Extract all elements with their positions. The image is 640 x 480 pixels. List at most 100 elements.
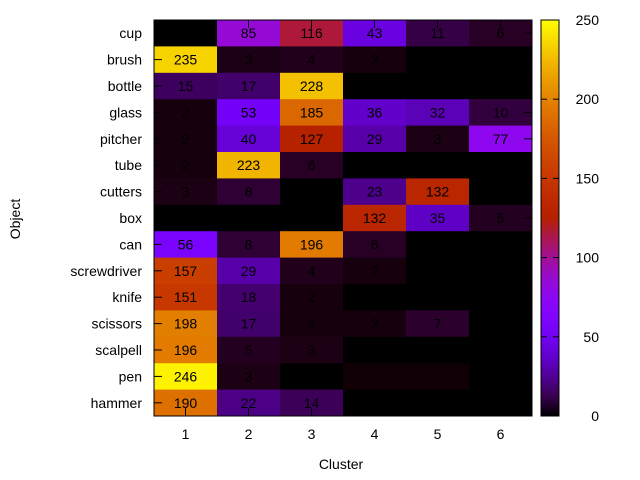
heatmap-cell — [343, 257, 407, 285]
colorbar — [540, 19, 560, 417]
heatmap-cell — [280, 231, 344, 258]
y-tick-label: scalpell — [95, 342, 142, 358]
cell-value-label: 43 — [367, 25, 383, 41]
heatmap-cell — [469, 204, 533, 232]
heatmap-cell — [406, 99, 470, 126]
cell-value-label: 3 — [182, 184, 190, 200]
cell-value-label: 32 — [430, 104, 446, 120]
heatmap-cell — [469, 363, 533, 390]
cell-value-label: 8 — [245, 184, 253, 200]
heatmap-cell — [469, 310, 533, 338]
cell-value-label: 127 — [300, 131, 324, 147]
heatmap-cell — [469, 178, 533, 206]
x-tick-label: 6 — [497, 426, 505, 442]
heatmap-cell — [280, 204, 344, 232]
heatmap-cell — [154, 178, 218, 206]
heatmap-cell — [217, 231, 281, 258]
cell-value-label: 185 — [300, 104, 324, 120]
colorbar-tick-label: 0 — [591, 408, 599, 424]
cell-value-label: 2 — [371, 52, 379, 68]
y-tick-label: can — [119, 236, 142, 252]
cell-value-label: 22 — [241, 395, 257, 411]
heatmap-cell — [469, 336, 533, 364]
x-tick-label: 2 — [245, 426, 253, 442]
heatmap-cell — [217, 178, 281, 206]
cell-value-label: 15 — [178, 78, 194, 94]
heatmap-cell — [469, 46, 533, 74]
heatmap-cell — [469, 257, 533, 285]
heatmap-cell — [280, 257, 344, 285]
heatmap-cell — [406, 178, 470, 206]
cell-value-label: 116 — [300, 25, 323, 41]
heatmap-cell — [217, 310, 281, 338]
cell-value-label: 2 — [182, 157, 190, 173]
cell-value-label: 3 — [308, 342, 316, 358]
heatmap-cell — [406, 204, 470, 232]
cell-value-label: 29 — [241, 263, 257, 279]
cell-value-label: 77 — [493, 131, 509, 147]
y-tick-label: bottle — [108, 78, 142, 94]
x-tick-label: 5 — [434, 426, 442, 442]
cell-value-label: 3 — [245, 368, 253, 384]
heatmap-cell — [217, 46, 281, 74]
cell-value-label: 132 — [426, 184, 450, 200]
cell-value-label: 17 — [241, 78, 257, 94]
heatmap-cell — [406, 46, 470, 74]
cell-value-label: 198 — [174, 316, 198, 332]
heatmap-cell — [343, 336, 407, 364]
heatmap-cells — [154, 20, 533, 417]
heatmap-cell — [217, 363, 281, 390]
heatmap-cell — [280, 152, 344, 179]
cell-value-label: 14 — [304, 395, 320, 411]
cell-value-label: 151 — [174, 289, 198, 305]
heatmap-cell — [343, 231, 407, 258]
heatmap-cell — [217, 284, 281, 311]
cell-value-label: 6 — [371, 236, 379, 252]
cell-value-label: 2 — [182, 104, 190, 120]
cell-value-label: 228 — [300, 78, 324, 94]
y-tick-label: brush — [107, 52, 142, 68]
heatmap-cell — [343, 99, 407, 126]
heatmap-cell — [343, 310, 407, 338]
cell-value-label: 5 — [497, 210, 505, 226]
cell-value-label: 11 — [430, 25, 445, 41]
cell-value-label: 2 — [308, 316, 316, 332]
heatmap-cell — [217, 99, 281, 126]
cell-value-label: 223 — [237, 157, 261, 173]
cell-value-label: 4 — [308, 52, 316, 68]
heatmap-cell — [154, 72, 218, 100]
cell-value-label: 3 — [434, 131, 442, 147]
x-axis-ticks: 1 2 3 4 5 6 — [182, 20, 505, 442]
heatmap-cell — [154, 310, 218, 338]
colorbar-tick-label: 200 — [576, 91, 600, 107]
heatmap-cell — [280, 125, 344, 153]
heatmap-cell — [280, 99, 344, 126]
heatmap-cell — [343, 363, 407, 390]
heatmap-cell — [217, 152, 281, 179]
heatmap-cell — [469, 231, 533, 258]
cell-value-label: 35 — [430, 210, 446, 226]
cell-value-label: 5 — [245, 342, 253, 358]
heatmap-cell — [154, 152, 218, 179]
cell-value-label: 6 — [497, 25, 505, 41]
cell-value-label: 85 — [241, 25, 257, 41]
y-tick-label: screwdriver — [70, 263, 142, 279]
cell-value-label: 29 — [367, 131, 383, 147]
heatmap-cell — [280, 72, 344, 100]
cell-value-label: 2 — [371, 263, 379, 279]
y-tick-label: pen — [119, 368, 142, 384]
cell-value-label: 196 — [174, 342, 198, 358]
cell-value-label: 246 — [174, 368, 198, 384]
heatmap-cell — [406, 336, 470, 364]
x-tick-label: 1 — [182, 426, 190, 442]
heatmap-cell — [217, 204, 281, 232]
heatmap-cell — [154, 284, 218, 311]
cell-value-label: 17 — [241, 316, 257, 332]
colorbar-tick-label: 150 — [576, 170, 600, 186]
cell-value-label: 6 — [308, 157, 316, 173]
y-tick-label: hammer — [91, 395, 143, 411]
heatmap-cell — [154, 99, 218, 126]
heatmap-cell — [280, 363, 344, 390]
y-tick-label: knife — [112, 289, 142, 305]
